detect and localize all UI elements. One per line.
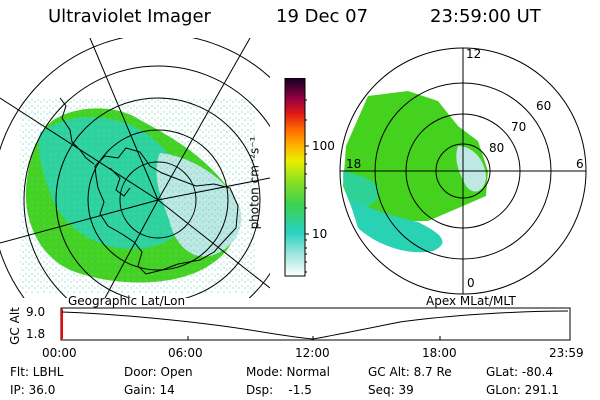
gain-info: Gain: 14 — [124, 383, 175, 397]
coastline — [59, 97, 239, 275]
colorbar — [284, 78, 309, 277]
right-map-label: Apex MLat/MLT — [426, 294, 516, 308]
filter-info: Flt: LBHL — [10, 365, 64, 379]
altitude-plot — [60, 307, 571, 341]
glon-info: GLon: 291.1 — [486, 383, 559, 397]
instrument-title: Ultraviolet Imager — [48, 6, 211, 27]
gc-alt-info: GC Alt: 8.7 Re — [368, 365, 452, 379]
mlt-label-6: 6 — [576, 157, 584, 171]
dsp-info: Dsp: -1.5 — [246, 383, 312, 397]
mode-info: Mode: Normal — [246, 365, 330, 379]
time-label: 23:59:00 UT — [430, 6, 541, 27]
time-tick-0: 00:00 — [42, 346, 77, 360]
ip-info: IP: 36.0 — [10, 383, 56, 397]
mlt-label-12: 12 — [466, 47, 482, 61]
mlat-label-80: 80 — [489, 141, 505, 155]
time-tick-2: 12:00 — [295, 346, 330, 360]
left-map-label: Geographic Lat/Lon — [68, 294, 186, 308]
time-tick-4: 23:59 — [549, 346, 584, 360]
colorbar-unit-label: photon cm⁻²s⁻¹ — [247, 136, 262, 230]
magnetic-map — [339, 47, 587, 295]
door-info: Door: Open — [124, 365, 193, 379]
mlat-label-70: 70 — [511, 120, 527, 134]
right-aurora-cyan-2 — [342, 171, 379, 208]
altitude-ylabel: GC Alt — [7, 307, 22, 345]
altitude-ytick-top: 9.0 — [26, 305, 46, 319]
seq-info: Seq: 39 — [368, 383, 414, 397]
mlt-label-18: 18 — [346, 157, 362, 171]
colorbar-tick-10: 10 — [312, 227, 328, 241]
right-aurora-cyan — [348, 196, 443, 253]
altitude-ytick-bottom: 1.8 — [26, 327, 46, 341]
date-label: 19 Dec 07 — [276, 6, 369, 27]
mlat-label-60: 60 — [536, 99, 552, 113]
right-aurora-green — [343, 91, 488, 221]
geographic-map — [0, 38, 270, 298]
mlt-label-0: 0 — [467, 276, 475, 290]
time-tick-1: 06:00 — [168, 346, 203, 360]
colorbar-tick-100: 100 — [312, 139, 335, 153]
glat-info: GLat: -80.4 — [486, 365, 553, 379]
altitude-trace — [61, 310, 569, 340]
right-aurora-pale — [456, 146, 486, 192]
time-tick-3: 18:00 — [422, 346, 457, 360]
